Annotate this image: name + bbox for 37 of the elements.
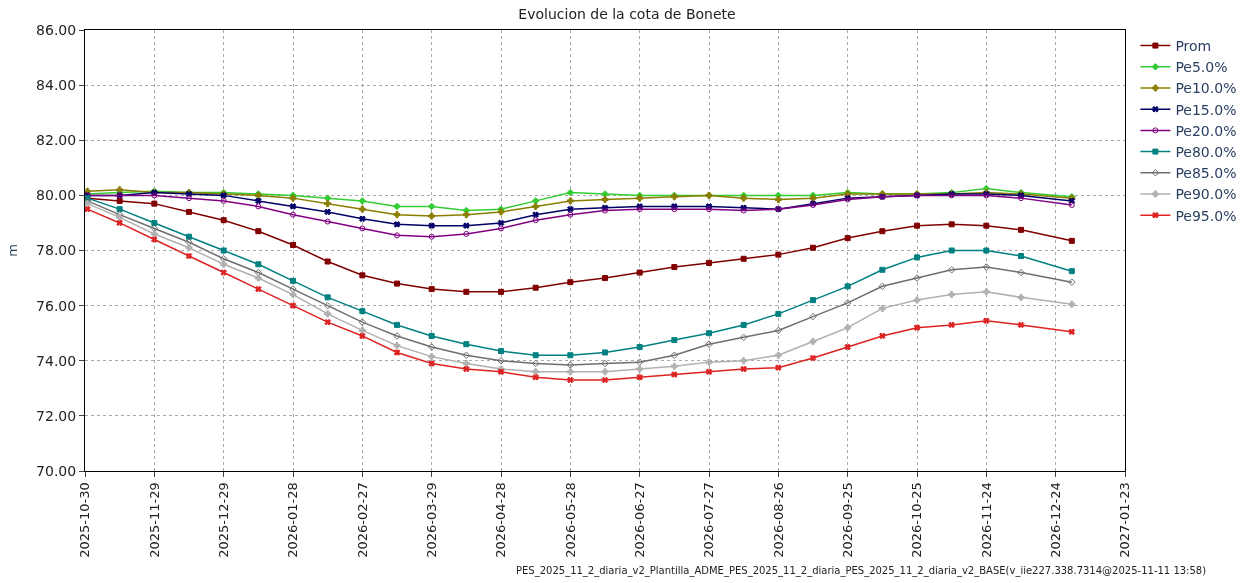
- y-tick-label: 78.00: [36, 242, 77, 259]
- x-tick-label: 2026-05-28: [562, 482, 578, 558]
- x-tick-label: 2027-01-23: [1117, 482, 1133, 558]
- legend-label: Pe90.0%: [1175, 186, 1237, 203]
- x-tick-label: 2026-03-29: [423, 482, 439, 558]
- x-tick-label: 2025-11-29: [146, 482, 162, 558]
- x-tick-label: 2026-06-27: [631, 482, 647, 558]
- legend-label: Pe85.0%: [1175, 165, 1237, 182]
- x-tick-label: 2025-12-29: [215, 482, 231, 558]
- y-tick-label: 80.00: [36, 187, 77, 204]
- x-tick-label: 2026-04-28: [493, 482, 509, 558]
- x-tick-label: 2026-11-24: [978, 482, 994, 558]
- legend-label: Pe20.0%: [1175, 122, 1237, 139]
- legend-label: Prom: [1175, 38, 1212, 55]
- legend-label: Pe5.0%: [1175, 59, 1228, 76]
- y-tick-label: 84.00: [36, 77, 77, 94]
- y-tick-label: 74.00: [36, 352, 77, 369]
- legend-label: Pe10.0%: [1175, 80, 1237, 97]
- x-tick-label: 2025-10-30: [77, 482, 93, 558]
- chart-title: Evolucion de la cota de Bonete: [518, 5, 736, 22]
- x-tick-label: 2026-12-24: [1047, 482, 1063, 558]
- x-tick-label: 2026-09-25: [839, 482, 855, 558]
- y-tick-label: 76.00: [36, 297, 77, 314]
- y-tick-label: 72.00: [36, 407, 77, 424]
- x-tick-label: 2026-02-27: [354, 482, 370, 558]
- y-tick-label: 70.00: [36, 462, 77, 479]
- x-tick-label: 2026-10-25: [909, 482, 925, 558]
- legend-label: Pe15.0%: [1175, 101, 1237, 118]
- y-axis-title: m: [5, 244, 21, 257]
- legend-label: Pe95.0%: [1175, 207, 1237, 224]
- legend-label: Pe80.0%: [1175, 144, 1237, 161]
- x-tick-label: 2026-08-26: [770, 482, 786, 558]
- text: PES_2025_11_2_diaria_v2_Plantilla_ADME_PES_2025_11_2_diaria_PES_2025_11_2_diaria_v2_BASE(v_iie227.338.7314@2025-11-11 13:58): [516, 565, 1207, 577]
- y-tick-label: 86.00: [36, 21, 77, 38]
- x-tick-label: 2026-07-27: [701, 482, 717, 558]
- y-tick-label: 82.00: [36, 132, 77, 149]
- x-tick-label: 2026-01-28: [285, 482, 301, 558]
